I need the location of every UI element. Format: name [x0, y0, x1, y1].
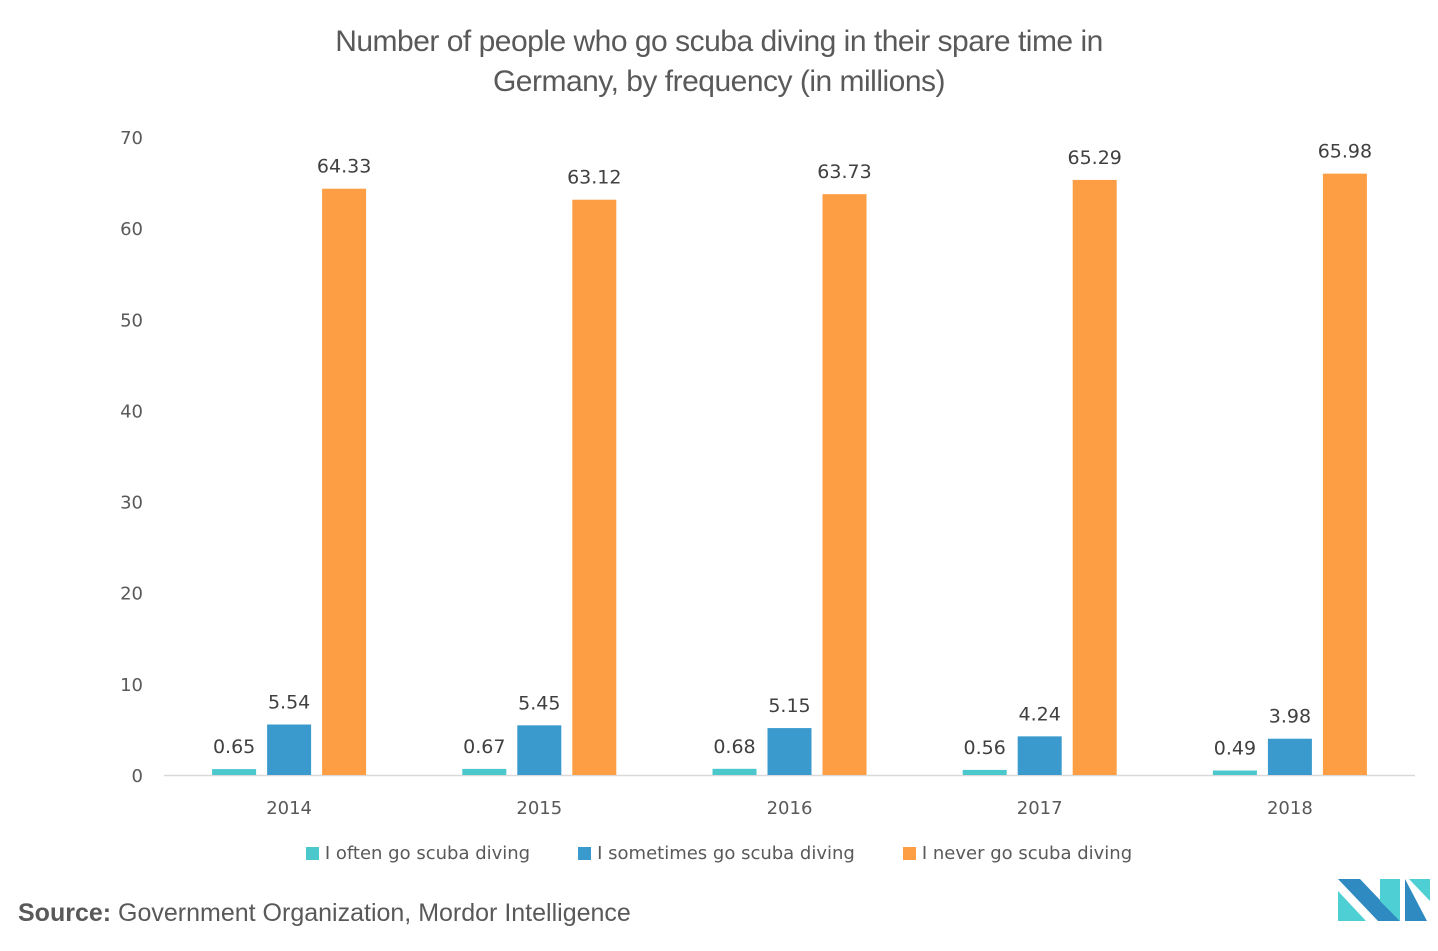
legend-label-never: I never go scuba diving — [921, 843, 1133, 864]
mordor-intelligence-logo-icon — [1338, 879, 1430, 921]
source-text: Government Organization, Mordor Intellig… — [118, 899, 631, 927]
legend-label-often: I often go scuba diving — [324, 843, 531, 864]
legend-item-never[interactable]: I never go scuba diving — [902, 843, 1133, 864]
bar[interactable] — [462, 768, 507, 775]
y-tick-label: 50 — [120, 310, 143, 331]
chart-title: Number of people who go scuba diving in … — [0, 22, 1438, 102]
data-label: 63.73 — [817, 161, 871, 183]
data-label: 5.54 — [268, 692, 310, 714]
data-label: 65.98 — [1318, 141, 1372, 163]
bar[interactable] — [322, 188, 367, 776]
legend-item-often[interactable]: I often go scuba diving — [305, 843, 531, 864]
source-note: Source: Government Organization, Mordor … — [18, 899, 631, 928]
source-label: Source: — [18, 899, 112, 927]
legend-item-sometimes[interactable]: I sometimes go scuba diving — [578, 843, 855, 864]
y-tick-label: 20 — [120, 584, 143, 605]
legend-swatch-never — [902, 847, 916, 860]
x-tick-label: 2016 — [767, 798, 813, 819]
data-label: 65.29 — [1067, 147, 1121, 169]
data-label: 5.45 — [518, 692, 560, 714]
bar[interactable] — [1212, 770, 1257, 775]
bar[interactable] — [1017, 736, 1062, 775]
bar[interactable] — [517, 725, 562, 775]
bar[interactable] — [572, 199, 617, 775]
x-tick-label: 2015 — [516, 798, 562, 819]
data-label: 0.67 — [463, 736, 505, 758]
legend-swatch-often — [305, 847, 319, 860]
bar[interactable] — [712, 768, 757, 775]
y-tick-label: 60 — [120, 219, 143, 240]
bar[interactable] — [1267, 738, 1312, 775]
data-label: 4.24 — [1019, 703, 1061, 725]
chart-title-line-1: Number of people who go scuba diving in … — [335, 25, 1103, 58]
legend-swatch-sometimes — [578, 847, 592, 860]
legend-label-sometimes: I sometimes go scuba diving — [597, 843, 855, 864]
y-tick-label: 10 — [120, 675, 143, 696]
bars — [212, 173, 1367, 776]
data-label: 63.12 — [567, 167, 621, 189]
x-axis: 2014 2015 2016 2017 2018 — [266, 798, 1313, 819]
bar[interactable] — [1322, 173, 1367, 776]
bar[interactable] — [962, 769, 1007, 775]
chart-title-line-2: Germany, by frequency (in millions) — [492, 65, 946, 98]
bar[interactable] — [822, 194, 867, 775]
bar[interactable] — [1072, 179, 1117, 775]
bar[interactable] — [212, 769, 257, 775]
data-label: 3.98 — [1269, 706, 1311, 728]
y-tick-label: 30 — [120, 493, 143, 514]
y-tick-label: 0 — [132, 766, 143, 787]
bar-chart: 0 10 20 30 40 50 60 70 2014 2015 2016 2017 2018 0.6… — [120, 128, 1415, 819]
data-label: 5.15 — [768, 695, 810, 717]
legend: I often go scuba diving I sometimes go s… — [0, 843, 1438, 864]
data-label: 64.33 — [317, 156, 371, 178]
x-tick-label: 2014 — [266, 798, 312, 819]
data-label: 0.65 — [213, 736, 255, 758]
data-label: 0.49 — [1214, 738, 1256, 760]
y-tick-label: 40 — [120, 401, 143, 422]
data-labels: 0.65 5.54 64.33 0.67 5.45 63.12 0.68 5.15 63.73 0… — [213, 141, 1372, 760]
y-axis: 0 10 20 30 40 50 60 70 — [120, 128, 143, 787]
y-tick-label: 70 — [120, 128, 143, 149]
data-label: 0.68 — [713, 736, 755, 758]
x-tick-label: 2017 — [1017, 798, 1063, 819]
x-tick-label: 2018 — [1267, 798, 1313, 819]
data-label: 0.56 — [964, 737, 1006, 759]
bar[interactable] — [267, 724, 312, 775]
bar[interactable] — [767, 728, 812, 775]
